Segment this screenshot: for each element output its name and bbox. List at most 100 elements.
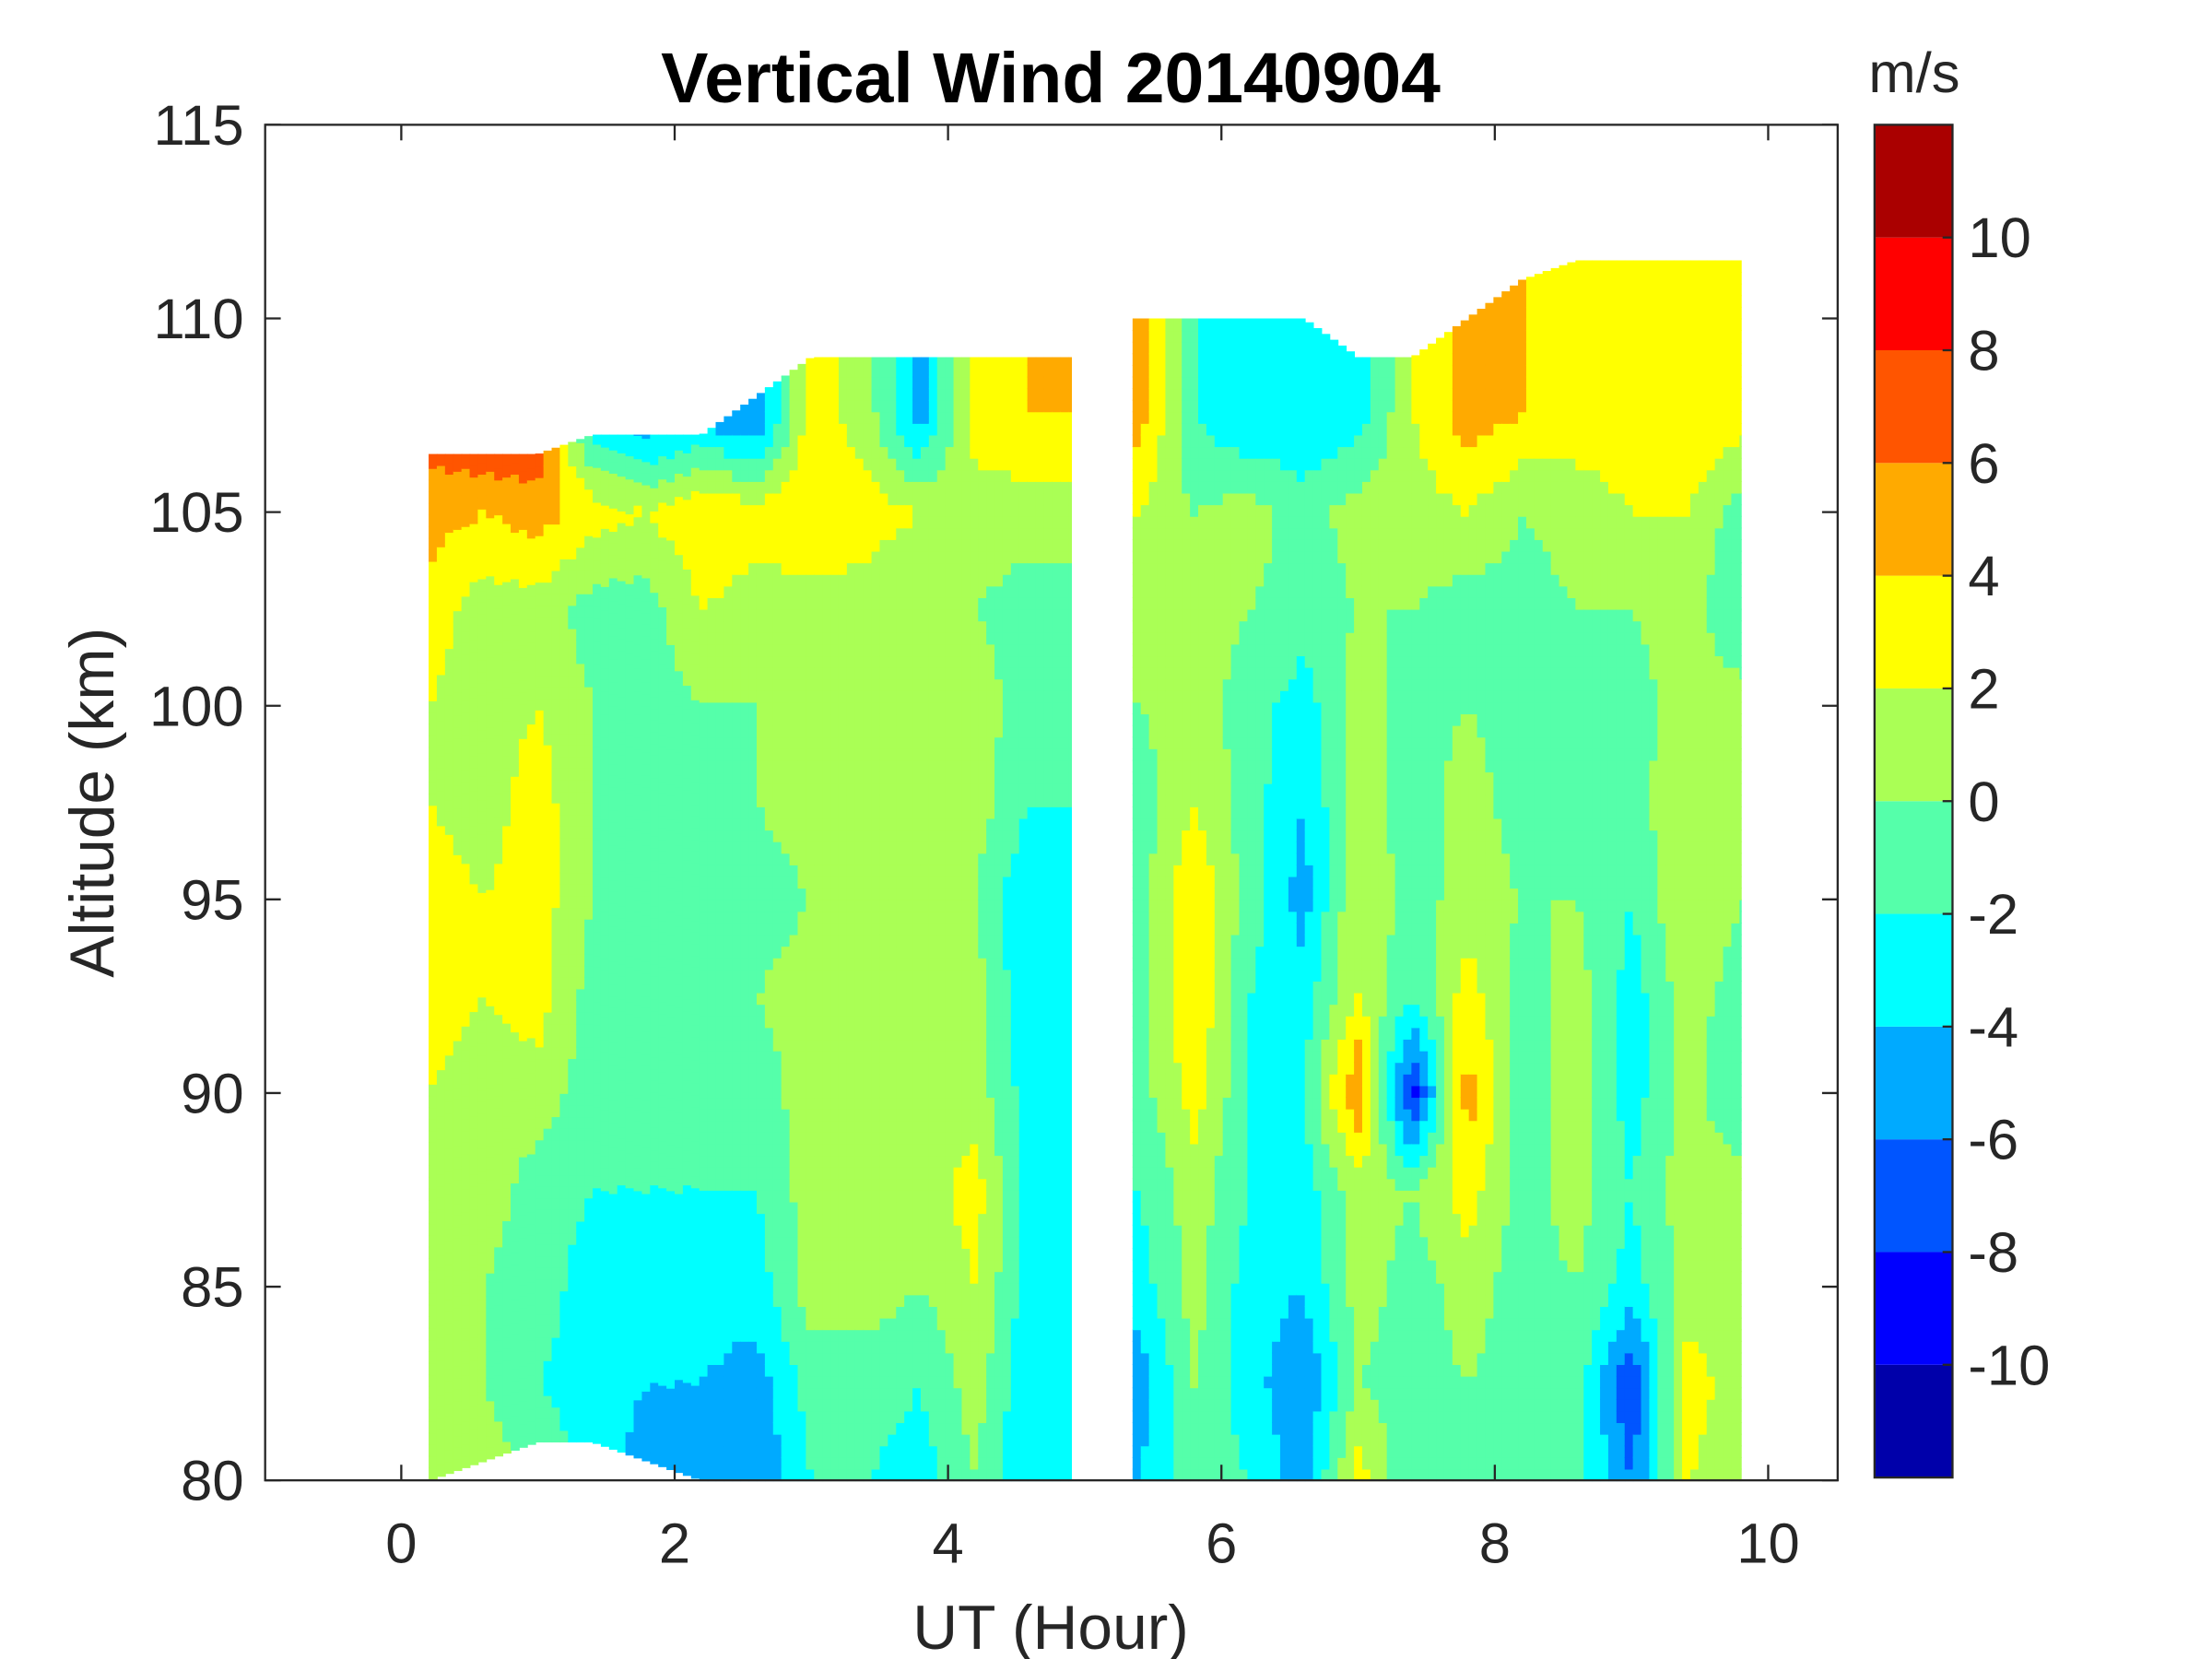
heatmap-cell (830, 492, 840, 506)
heatmap-cell (576, 1290, 586, 1303)
heatmap-cell (740, 515, 749, 529)
heatmap-cell (526, 956, 536, 969)
heatmap-cell (830, 701, 840, 715)
heatmap-cell (707, 1120, 717, 1133)
heatmap-cell (551, 1000, 561, 1013)
heatmap-cell (559, 1162, 570, 1176)
heatmap-cell (526, 1339, 536, 1352)
heatmap-cell (814, 1387, 824, 1400)
heatmap-cell (724, 1375, 734, 1389)
heatmap-cell (625, 1349, 635, 1363)
heatmap-cell (740, 678, 749, 691)
heatmap-cell (576, 628, 586, 641)
heatmap-cell (469, 709, 479, 722)
heatmap-cell (625, 769, 635, 782)
heatmap-cell (756, 1213, 766, 1226)
heatmap-cell (486, 517, 496, 530)
heatmap-cell (469, 1301, 479, 1314)
heatmap-cell (658, 1407, 668, 1421)
heatmap-cell (740, 422, 749, 436)
heatmap-cell (535, 1023, 545, 1036)
heatmap-cell (625, 966, 635, 980)
heatmap-cell (675, 565, 684, 579)
heatmap-cell (838, 597, 848, 610)
heatmap-cell (469, 1057, 479, 1071)
heatmap-cell (551, 733, 561, 746)
heatmap-cell (633, 434, 643, 437)
heatmap-cell (477, 1159, 488, 1172)
heatmap-cell (715, 957, 725, 971)
heatmap-cell (502, 999, 512, 1013)
heatmap-cell (593, 1245, 602, 1258)
heatmap-cell (682, 1312, 692, 1325)
heatmap-cell (543, 663, 553, 677)
heatmap-cell (469, 500, 479, 512)
heatmap-cell (600, 574, 610, 587)
heatmap-cell (593, 1419, 602, 1433)
heatmap-cell (526, 724, 536, 736)
heatmap-cell (797, 771, 807, 784)
heatmap-cell (789, 678, 799, 691)
heatmap-cell (740, 585, 749, 598)
heatmap-cell (584, 1394, 594, 1408)
heatmap-cell (461, 491, 471, 504)
heatmap-cell (608, 1367, 618, 1381)
heatmap-cell (724, 1027, 734, 1041)
heatmap-cell (650, 1417, 660, 1430)
heatmap-cell (789, 1398, 799, 1412)
heatmap-cell (675, 740, 684, 753)
heatmap-cell (526, 1141, 536, 1155)
heatmap-cell (444, 474, 454, 487)
heatmap-cell (568, 1139, 578, 1152)
heatmap-cell (724, 666, 734, 680)
heatmap-cell (576, 1046, 586, 1060)
heatmap-cell (502, 1104, 512, 1117)
heatmap-cell (699, 782, 709, 796)
heatmap-cell (797, 376, 807, 390)
heatmap-cell (797, 1120, 807, 1133)
heatmap-cell (781, 666, 791, 680)
heatmap-cell (846, 713, 856, 726)
heatmap-cell (477, 973, 488, 986)
heatmap-cell (650, 743, 660, 756)
heatmap-cell (551, 675, 561, 688)
heatmap-cell (633, 690, 643, 703)
heatmap-cell (617, 1300, 627, 1313)
heatmap-cell (838, 492, 848, 506)
heatmap-cell (863, 934, 873, 947)
heatmap-cell (608, 484, 618, 498)
heatmap-cell (559, 663, 570, 677)
heatmap-cell (854, 888, 865, 900)
heatmap-cell (650, 1091, 660, 1104)
heatmap-cell (429, 956, 438, 969)
heatmap-cell (715, 1073, 725, 1087)
heatmap-cell (789, 1062, 799, 1075)
heatmap-cell (502, 1394, 512, 1407)
heatmap-cell (429, 1304, 438, 1317)
heatmap-cell (690, 1407, 700, 1421)
heatmap-cell (568, 570, 578, 583)
heatmap-cell (797, 457, 807, 471)
heatmap-cell (699, 1097, 709, 1110)
heatmap-cell (699, 1294, 709, 1307)
heatmap-cell (576, 953, 586, 967)
heatmap-cell (854, 1329, 865, 1342)
heatmap-cell (617, 1010, 627, 1023)
heatmap-cell (838, 981, 848, 994)
heatmap-cell (740, 405, 749, 413)
heatmap-cell (814, 1398, 824, 1412)
heatmap-cell (526, 456, 536, 469)
heatmap-cell (732, 853, 742, 865)
heatmap-cell (854, 1224, 865, 1238)
heatmap-cell (608, 1321, 618, 1334)
heatmap-cell (814, 992, 824, 1006)
heatmap-cell (772, 1294, 782, 1307)
heatmap-cell (707, 1352, 717, 1365)
heatmap-cell (444, 949, 454, 963)
heatmap-cell (806, 376, 816, 390)
heatmap-cell (444, 891, 454, 905)
heatmap-cell (658, 873, 668, 887)
heatmap-cell (666, 1329, 676, 1343)
heatmap-cell (429, 479, 438, 492)
heatmap-cell (822, 806, 831, 819)
